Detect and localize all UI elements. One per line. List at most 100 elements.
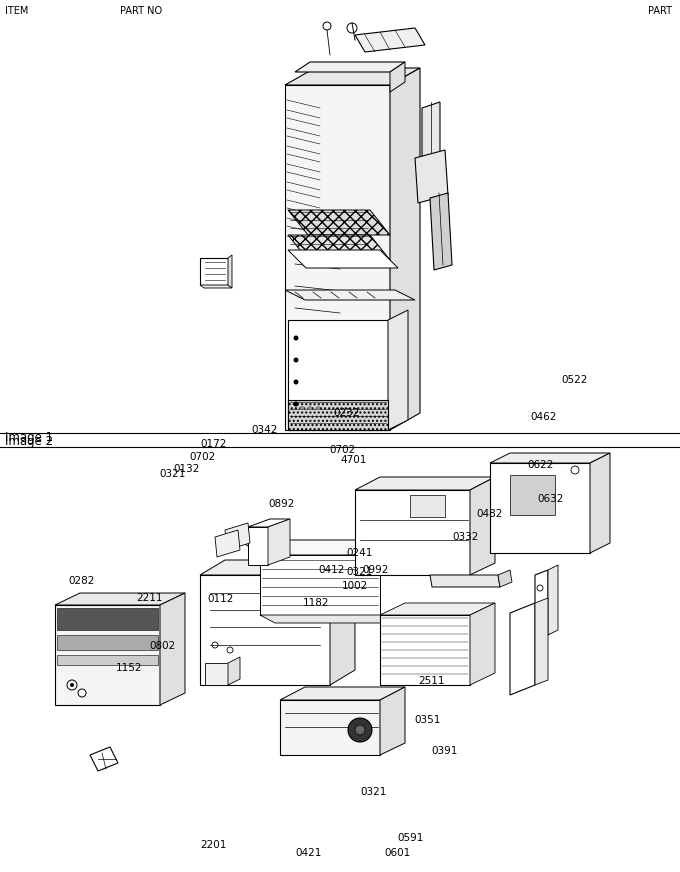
Text: PART: PART xyxy=(648,6,672,16)
Text: 0342: 0342 xyxy=(252,425,278,434)
Text: 0632: 0632 xyxy=(537,494,564,504)
Circle shape xyxy=(355,725,365,735)
Text: 0591: 0591 xyxy=(398,833,424,842)
Polygon shape xyxy=(268,519,290,565)
Circle shape xyxy=(308,406,312,410)
Polygon shape xyxy=(285,68,420,85)
Text: 0622: 0622 xyxy=(527,460,554,470)
Polygon shape xyxy=(470,603,495,685)
Polygon shape xyxy=(380,687,405,755)
Text: 4701: 4701 xyxy=(340,455,367,465)
Polygon shape xyxy=(285,290,415,300)
Text: Image 2: Image 2 xyxy=(5,435,53,448)
Polygon shape xyxy=(380,603,495,615)
Polygon shape xyxy=(535,598,548,685)
Text: 0462: 0462 xyxy=(530,412,557,422)
Text: 0321: 0321 xyxy=(360,787,387,797)
Polygon shape xyxy=(295,62,405,72)
Polygon shape xyxy=(330,560,355,685)
Polygon shape xyxy=(355,490,470,575)
Polygon shape xyxy=(200,575,330,685)
Text: 0321: 0321 xyxy=(160,469,186,479)
Text: 0482: 0482 xyxy=(476,509,503,519)
Polygon shape xyxy=(415,150,448,203)
Circle shape xyxy=(294,379,299,385)
Text: 0702: 0702 xyxy=(330,445,356,454)
Polygon shape xyxy=(390,62,405,92)
Polygon shape xyxy=(498,570,512,587)
Text: ITEM: ITEM xyxy=(5,6,29,16)
Polygon shape xyxy=(225,523,250,550)
Polygon shape xyxy=(590,453,610,553)
Text: Image 1: Image 1 xyxy=(5,432,53,445)
Polygon shape xyxy=(430,575,500,587)
Polygon shape xyxy=(280,687,405,700)
Text: 0522: 0522 xyxy=(561,375,588,385)
Polygon shape xyxy=(410,495,445,517)
Circle shape xyxy=(294,358,299,363)
Polygon shape xyxy=(55,605,160,705)
Polygon shape xyxy=(200,258,228,285)
Polygon shape xyxy=(548,565,558,635)
Text: 2511: 2511 xyxy=(418,676,445,685)
Polygon shape xyxy=(288,250,398,268)
Polygon shape xyxy=(260,615,395,623)
Polygon shape xyxy=(388,310,408,430)
Polygon shape xyxy=(240,540,380,555)
Text: 0332: 0332 xyxy=(452,532,479,542)
Polygon shape xyxy=(248,519,290,527)
Circle shape xyxy=(348,718,372,742)
Text: 0892: 0892 xyxy=(269,499,295,508)
Polygon shape xyxy=(57,608,158,630)
Polygon shape xyxy=(355,477,495,490)
Text: 2201: 2201 xyxy=(201,840,227,849)
Polygon shape xyxy=(57,635,158,650)
Text: 2211: 2211 xyxy=(136,593,163,603)
Polygon shape xyxy=(260,555,380,615)
Text: 1182: 1182 xyxy=(303,598,330,608)
Text: 0282: 0282 xyxy=(68,576,95,585)
Polygon shape xyxy=(280,700,380,755)
Polygon shape xyxy=(288,235,390,260)
Polygon shape xyxy=(90,747,118,771)
Polygon shape xyxy=(55,593,185,605)
Text: 0112: 0112 xyxy=(207,594,234,603)
Polygon shape xyxy=(160,593,185,705)
Polygon shape xyxy=(490,453,610,463)
Polygon shape xyxy=(510,603,535,695)
Polygon shape xyxy=(200,560,355,575)
Polygon shape xyxy=(228,255,232,288)
Polygon shape xyxy=(200,285,232,288)
Circle shape xyxy=(294,401,299,406)
Polygon shape xyxy=(288,320,388,430)
Text: 0601: 0601 xyxy=(384,848,411,857)
Polygon shape xyxy=(430,193,452,270)
Text: 1002: 1002 xyxy=(342,581,369,590)
Text: 0391: 0391 xyxy=(432,746,458,755)
Text: 0132: 0132 xyxy=(173,464,200,473)
Text: 0321: 0321 xyxy=(347,567,373,576)
Polygon shape xyxy=(288,210,390,235)
Circle shape xyxy=(294,336,299,340)
Text: 0702: 0702 xyxy=(189,452,216,461)
Polygon shape xyxy=(228,657,240,685)
Polygon shape xyxy=(535,570,548,640)
Polygon shape xyxy=(288,400,388,430)
Text: 1152: 1152 xyxy=(116,663,142,672)
Text: 0412: 0412 xyxy=(318,565,345,575)
Polygon shape xyxy=(355,28,425,52)
Text: 0241: 0241 xyxy=(347,548,373,557)
Text: 0992: 0992 xyxy=(362,565,389,575)
Circle shape xyxy=(300,406,304,410)
Polygon shape xyxy=(380,615,470,685)
Polygon shape xyxy=(510,475,555,515)
Text: 0232: 0232 xyxy=(333,408,360,418)
Circle shape xyxy=(316,406,320,410)
Polygon shape xyxy=(390,68,420,430)
Polygon shape xyxy=(205,663,228,685)
Polygon shape xyxy=(422,102,440,172)
Text: 0421: 0421 xyxy=(296,848,322,858)
Circle shape xyxy=(70,683,74,687)
Polygon shape xyxy=(470,477,495,575)
Text: PART NO: PART NO xyxy=(120,6,162,16)
